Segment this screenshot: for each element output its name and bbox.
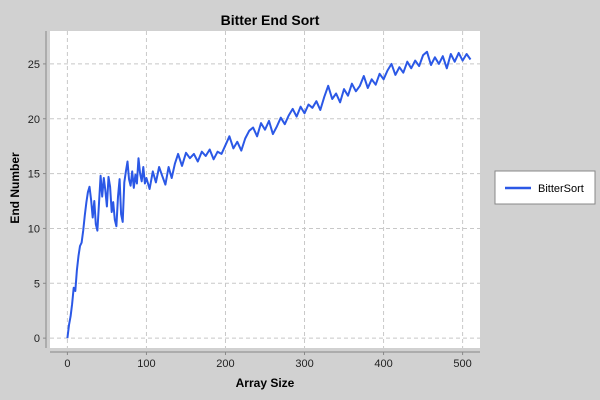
x-tick-label: 100 [137, 358, 155, 370]
legend: BitterSort [494, 170, 596, 205]
y-tick-label: 0 [34, 333, 40, 345]
y-tick-label: 10 [28, 223, 40, 235]
x-axis-label: Array Size [236, 376, 295, 390]
axes [45, 31, 480, 353]
y-tick-label: 25 [28, 59, 40, 71]
x-tick-label: 0 [64, 358, 70, 370]
x-tick-label: 500 [453, 358, 471, 370]
series-line-bittersort [66, 50, 472, 339]
series-layer [66, 50, 472, 339]
y-tick-label: 5 [34, 278, 40, 290]
y-axis-label: End Number [8, 152, 22, 224]
x-tick-label: 400 [374, 358, 392, 370]
y-tick-label: 15 [28, 169, 40, 181]
x-axis-ticks: 0 100 200 300 400 500 [64, 352, 472, 370]
legend-label-bittersort: BitterSort [538, 183, 584, 195]
plot-area [50, 31, 480, 348]
chart-title: Bitter End Sort [221, 12, 320, 28]
x-tick-label: 200 [216, 358, 234, 370]
y-axis-ticks: 0 5 10 15 20 25 [28, 59, 46, 345]
x-tick-label: 300 [295, 358, 313, 370]
y-tick-label: 20 [28, 114, 40, 126]
